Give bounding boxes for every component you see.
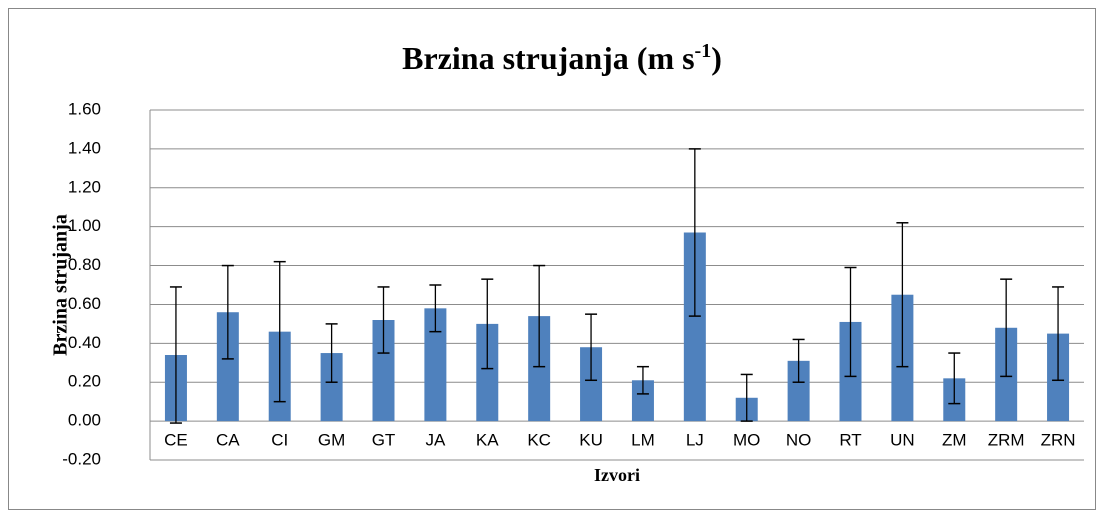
x-tick-label: MO: [733, 431, 760, 450]
x-axis-title: Izvori: [594, 465, 640, 485]
y-tick-label: 1.40: [68, 138, 101, 157]
x-tick-label: JA: [425, 431, 446, 450]
title-main: Brzina strujanja (m s: [402, 40, 694, 76]
x-tick-label: KU: [579, 431, 603, 450]
bar: [528, 316, 551, 422]
y-tick-label: 0.80: [68, 255, 101, 274]
y-tick-label: 0.40: [68, 333, 101, 352]
x-tick-label: RT: [839, 431, 861, 450]
y-tick-label: 0.20: [68, 372, 101, 391]
x-tick-label: CI: [271, 431, 288, 450]
bar: [683, 232, 706, 422]
chart-border: [8, 8, 1096, 510]
x-tick-label: KC: [527, 431, 551, 450]
x-tick-label: NO: [786, 431, 812, 450]
y-tick-label: 0.00: [68, 411, 101, 430]
bar: [320, 353, 343, 422]
x-tick-label: GT: [372, 431, 396, 450]
y-tick-label: -0.20: [62, 449, 101, 468]
y-tick-label: 1.00: [68, 216, 101, 235]
x-tick-label: KA: [476, 431, 499, 450]
y-tick-label: 1.20: [68, 177, 101, 196]
x-tick-label: CA: [216, 431, 240, 450]
bar: [631, 380, 654, 422]
x-tick-label: CE: [164, 431, 188, 450]
x-tick-label: UN: [890, 431, 915, 450]
x-tick-label: LJ: [686, 431, 704, 450]
title-superscript: -1: [695, 40, 712, 62]
bar: [372, 320, 395, 422]
bar: [216, 312, 239, 422]
y-tick-label: 1.60: [68, 99, 101, 118]
title-suffix: ): [711, 40, 722, 76]
x-tick-label: ZRN: [1041, 431, 1076, 450]
chart-title: Brzina strujanja (m s-1): [402, 40, 722, 77]
x-tick-label: GM: [318, 431, 345, 450]
y-axis-title: Brzina strujanja: [50, 214, 72, 356]
y-tick-label: 0.60: [68, 294, 101, 313]
x-tick-label: ZM: [942, 431, 967, 450]
bar: [424, 308, 447, 422]
bar: [787, 360, 810, 422]
x-tick-label: LM: [631, 431, 655, 450]
bar: [580, 347, 603, 422]
bar: [476, 323, 499, 422]
x-tick-label: ZRM: [988, 431, 1025, 450]
